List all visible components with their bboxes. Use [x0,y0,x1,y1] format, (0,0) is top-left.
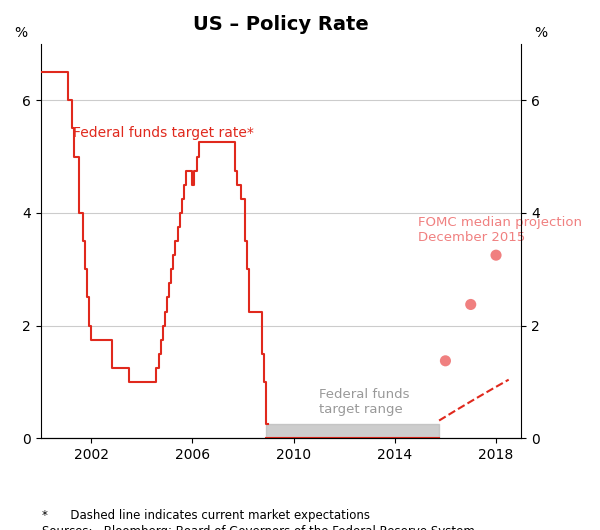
Text: *      Dashed line indicates current market expectations: * Dashed line indicates current market e… [42,509,370,522]
Text: %: % [14,26,27,40]
Text: %: % [535,26,548,40]
Text: FOMC median projection
December 2015: FOMC median projection December 2015 [418,216,581,244]
Point [491,251,501,259]
Text: Federal funds target rate*: Federal funds target rate* [73,126,254,140]
Text: Sources:   Bloomberg; Board of Governors of the Federal Reserve System: Sources: Bloomberg; Board of Governors o… [42,525,475,530]
Title: US – Policy Rate: US – Policy Rate [193,15,369,34]
Point [466,300,476,308]
Text: Federal funds
target range: Federal funds target range [319,387,409,416]
Point [440,357,450,365]
